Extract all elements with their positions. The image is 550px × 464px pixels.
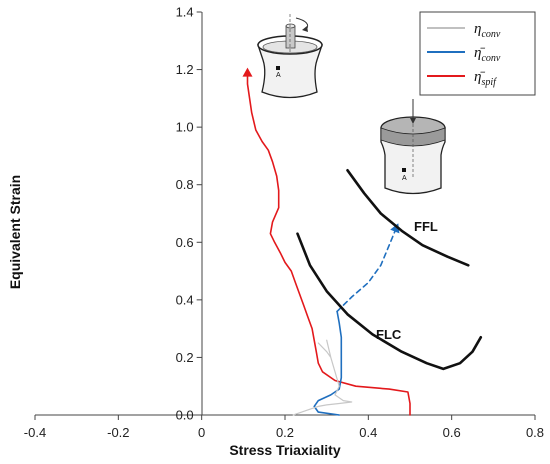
strain-path-0 [246, 68, 411, 416]
strain-path-2 [336, 224, 399, 313]
x-tick-label: 0.8 [526, 425, 544, 440]
series-layer [242, 67, 483, 416]
legend-symbol: η [474, 21, 481, 37]
y-tick-label: 0.0 [176, 408, 194, 423]
flc-label: FLC [376, 327, 402, 342]
y-axis-title: Equivalent Strain [7, 175, 23, 289]
legend-label-eta-conv: ηconv [474, 21, 501, 40]
x-tick-label: 0.4 [359, 425, 377, 440]
x-tick-label: 0.2 [276, 425, 294, 440]
x-tick-label: 0 [198, 425, 205, 440]
spif-point-a-marker [276, 66, 280, 70]
x-ticks: -0.4 -0.2 0 0.2 0.4 0.6 0.8 [24, 415, 544, 440]
y-ticks: 0.0 0.2 0.4 0.6 0.8 1.0 1.2 1.4 [176, 5, 202, 423]
conv-specimen-inset: A [380, 99, 446, 195]
spif-tool [285, 25, 296, 49]
y-tick-label: 0.2 [176, 350, 194, 365]
y-tick-label: 0.6 [176, 235, 194, 250]
legend-subscript: conv [481, 29, 500, 40]
y-tick-label: 1.2 [176, 62, 194, 77]
strain-path-1 [313, 310, 343, 416]
y-tick-label: 1.4 [176, 5, 194, 20]
spif-point-a-label: A [276, 72, 281, 79]
legend-label-etabar-spif: η̄spif [474, 69, 497, 88]
x-tick-label: 0.6 [443, 425, 461, 440]
flc-curve [296, 232, 483, 371]
legend: ηconv η̄conv η̄spif [419, 11, 536, 96]
ffl-label: FFL [414, 219, 438, 234]
spif-cup-body [257, 44, 323, 99]
x-tick-label: -0.2 [107, 425, 129, 440]
spif-rotation-arrowhead [302, 26, 308, 32]
y-tick-label: 1.0 [176, 120, 194, 135]
legend-symbol: η̄ [474, 45, 485, 61]
legend-box [419, 11, 536, 96]
legend-label-etabar-conv: η̄conv [474, 45, 501, 64]
y-tick-label: 0.8 [176, 177, 194, 192]
conv-point-a-label: A [402, 175, 407, 182]
strain-path-3 [292, 339, 353, 416]
strain-path-end-arrow [242, 67, 253, 77]
spif-tool-top [285, 23, 296, 29]
conv-load-arrowhead [410, 118, 416, 124]
spif-specimen-inset: A [257, 14, 323, 99]
conv-point-a-marker [402, 168, 406, 172]
legend-subscript: conv [481, 53, 500, 64]
x-tick-label: -0.4 [24, 425, 46, 440]
legend-subscript: spif [481, 77, 497, 88]
y-tick-label: 0.4 [176, 292, 194, 307]
legend-symbol: η̄ [474, 69, 485, 85]
x-axis-title: Stress Triaxiality [229, 442, 341, 458]
ffl-curve [346, 169, 470, 267]
